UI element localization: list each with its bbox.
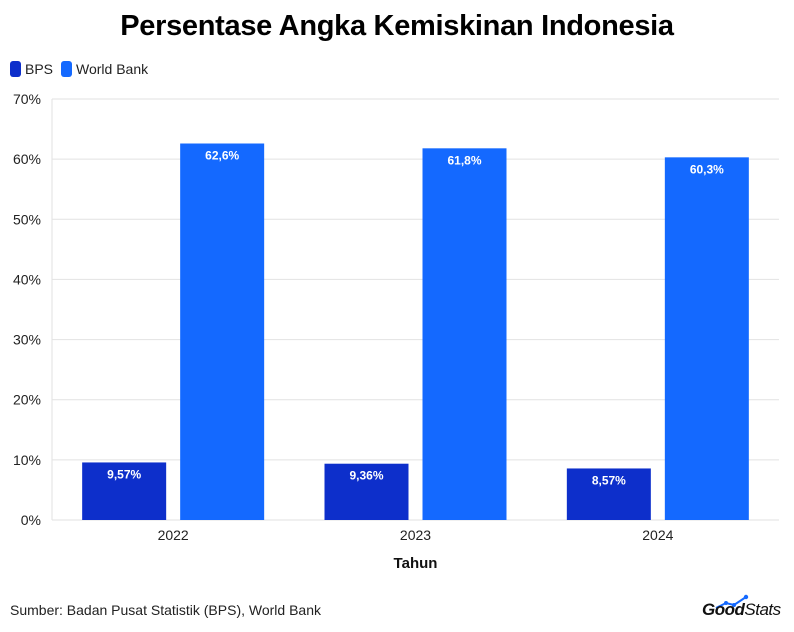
y-tick-label: 20%: [13, 392, 41, 408]
brand-text-stats: Stats: [744, 600, 781, 619]
y-tick-label: 40%: [13, 271, 41, 287]
brand-logo: GoodStats: [700, 594, 788, 624]
y-tick-label: 50%: [13, 211, 41, 227]
legend-label-world-bank: World Bank: [76, 61, 149, 77]
x-tick-label: 2024: [642, 527, 673, 543]
y-tick-label: 30%: [13, 332, 41, 348]
data-label: 9,57%: [107, 467, 141, 481]
legend-swatch-world-bank: [61, 61, 73, 77]
legend-swatch-bps: [10, 61, 21, 77]
bar-world-bank-2022: [180, 143, 265, 520]
bar-bps-2022: [82, 462, 167, 520]
bar-world-bank-2023: [422, 148, 507, 520]
source-note: Sumber: Badan Pusat Statistik (BPS), Wor…: [10, 602, 321, 618]
growth-chart-icon: [715, 594, 749, 609]
y-tick-label: 70%: [13, 91, 41, 107]
brand-text: GoodStats: [702, 600, 781, 620]
legend-item-bps[interactable]: BPS: [10, 61, 53, 77]
brand-text-good: Good: [702, 600, 745, 619]
data-label: 62,6%: [205, 149, 239, 163]
data-label: 8,57%: [592, 473, 626, 487]
data-label: 9,36%: [349, 469, 383, 483]
chart-title: Persentase Angka Kemiskinan Indonesia: [120, 10, 674, 42]
data-label: 61,8%: [447, 153, 481, 167]
y-tick-label: 10%: [13, 452, 41, 468]
legend-label-bps: BPS: [25, 61, 54, 77]
legend-item-world-bank[interactable]: World Bank: [61, 61, 148, 77]
data-label: 60,3%: [690, 162, 724, 176]
x-tick-label: 2022: [158, 527, 189, 543]
x-axis-title: Tahun: [394, 555, 438, 572]
x-tick-label: 2023: [400, 527, 431, 543]
legend: BPS World Bank: [10, 59, 156, 79]
bar-bps-2024: [566, 468, 651, 520]
bar-bps-2023: [324, 463, 409, 520]
y-tick-label: 60%: [13, 151, 41, 167]
y-tick-label: 0%: [21, 512, 41, 528]
bar-world-bank-2024: [664, 157, 749, 521]
